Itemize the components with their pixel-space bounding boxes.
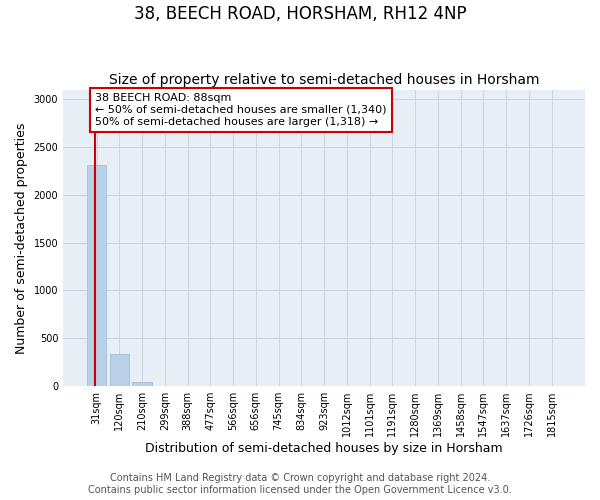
- Bar: [133, 382, 152, 386]
- Text: 38, BEECH ROAD, HORSHAM, RH12 4NP: 38, BEECH ROAD, HORSHAM, RH12 4NP: [134, 5, 466, 23]
- Text: 38 BEECH ROAD: 88sqm
← 50% of semi-detached houses are smaller (1,340)
50% of se: 38 BEECH ROAD: 88sqm ← 50% of semi-detac…: [95, 94, 387, 126]
- Bar: [87, 165, 106, 386]
- Bar: [110, 354, 129, 386]
- Title: Size of property relative to semi-detached houses in Horsham: Size of property relative to semi-detach…: [109, 73, 539, 87]
- X-axis label: Distribution of semi-detached houses by size in Horsham: Distribution of semi-detached houses by …: [145, 442, 503, 455]
- Text: Contains HM Land Registry data © Crown copyright and database right 2024.
Contai: Contains HM Land Registry data © Crown c…: [88, 474, 512, 495]
- Y-axis label: Number of semi-detached properties: Number of semi-detached properties: [15, 122, 28, 354]
